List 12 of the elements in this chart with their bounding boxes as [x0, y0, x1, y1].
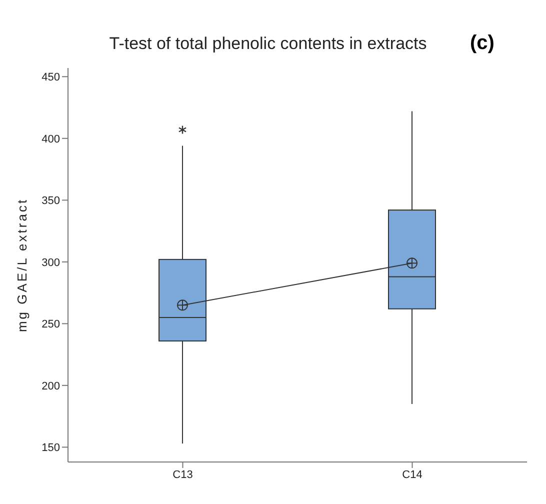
- text: (c): [470, 32, 494, 55]
- y-tick-label: 250: [42, 318, 60, 331]
- y-tick-label: 200: [42, 380, 60, 392]
- y-tick-label: 350: [42, 195, 60, 208]
- chart-title: T-test of total phenolic contents in extracts: [108, 34, 428, 54]
- y-tick-label: 150: [42, 442, 60, 454]
- y-tick-label: 400: [42, 133, 60, 146]
- x-tick-label: C14: [402, 468, 422, 481]
- y-axis-title: mg GAE/L extract: [14, 198, 30, 332]
- y-tick-label: 450: [42, 72, 60, 84]
- x-tick-label: C13: [172, 468, 193, 481]
- y-tick-label: 300: [42, 256, 60, 269]
